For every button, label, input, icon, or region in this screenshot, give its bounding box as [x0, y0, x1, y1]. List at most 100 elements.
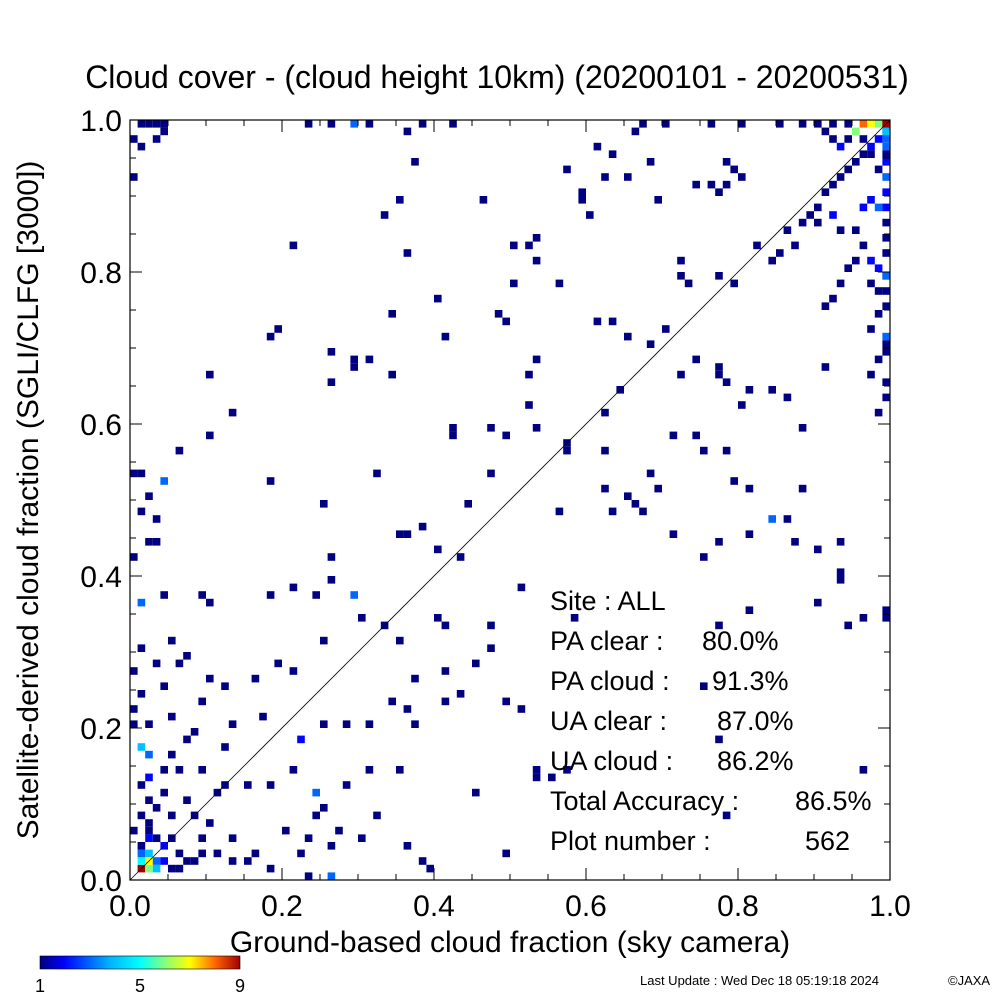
heatmap-cell	[244, 857, 252, 865]
heatmap-cell	[266, 477, 275, 485]
heatmap-cell	[874, 287, 883, 295]
heatmap-cell	[882, 287, 890, 295]
heatmap-cell	[403, 249, 412, 257]
heatmap-cell	[449, 424, 457, 432]
heatmap-cell	[365, 120, 374, 128]
x-tick-label: 1.0	[869, 890, 911, 923]
heatmap-cell	[836, 142, 845, 151]
heatmap-cell	[738, 120, 746, 128]
heatmap-cell	[464, 500, 472, 508]
heatmap-cell	[829, 120, 837, 128]
stat-value: 86.2%	[717, 746, 794, 776]
heatmap-cell	[700, 682, 708, 690]
heatmap-cell	[160, 591, 168, 599]
heatmap-cell	[228, 834, 237, 842]
heatmap-cell	[669, 530, 678, 538]
heatmap-cell	[798, 484, 807, 493]
heatmap-cell	[456, 553, 465, 561]
heatmap-cell	[722, 811, 731, 820]
heatmap-cell	[601, 408, 609, 417]
heatmap-cell	[411, 720, 419, 728]
heatmap-cell	[798, 218, 807, 227]
heatmap-cell	[130, 173, 138, 181]
heatmap-cell	[434, 614, 442, 622]
heatmap-cell	[206, 370, 214, 379]
heatmap-cell	[852, 256, 860, 265]
heatmap-cell	[867, 370, 875, 379]
heatmap-cell	[608, 150, 617, 158]
heatmap-cell	[700, 553, 708, 561]
heatmap-cell	[882, 249, 890, 257]
heatmap-cell	[137, 781, 146, 789]
heatmap-cell	[304, 834, 313, 842]
heatmap-cell	[259, 712, 267, 721]
stat-label: Total Accuracy :	[550, 786, 739, 816]
heatmap-cell	[882, 614, 890, 622]
heatmap-cell	[145, 773, 153, 782]
heatmap-cell	[441, 332, 450, 341]
colorbar-tick-label: 1	[35, 976, 45, 996]
heatmap-cell	[175, 849, 184, 858]
heatmap-cell	[213, 849, 222, 858]
heatmap-cell	[555, 507, 564, 516]
heatmap-cell	[228, 720, 237, 728]
heatmap-cell	[882, 173, 890, 181]
heatmap-cell	[403, 705, 412, 713]
heatmap-cell	[593, 142, 602, 151]
heatmap-cell	[183, 796, 191, 804]
heatmap-cell	[152, 120, 161, 128]
heatmap-cell	[206, 431, 214, 440]
heatmap-cell	[130, 720, 138, 728]
heatmap-cell	[882, 203, 890, 212]
heatmap-cell	[586, 211, 594, 219]
heatmap-cell	[327, 872, 336, 880]
heatmap-cell	[342, 720, 351, 728]
heatmap-cell	[882, 150, 890, 158]
heatmap-cell	[304, 872, 313, 880]
heatmap-cell	[487, 644, 495, 652]
heatmap-cell	[532, 234, 541, 242]
heatmap-cell	[631, 500, 640, 508]
y-axis-label: Satellite-derived cloud fraction (SGLI/C…	[12, 161, 45, 840]
heatmap-cell	[312, 591, 320, 599]
heatmap-cell	[867, 142, 875, 151]
heatmap-cell	[722, 378, 731, 386]
heatmap-cell	[730, 477, 738, 485]
heatmap-cell	[358, 614, 366, 622]
heatmap-cell	[517, 583, 526, 592]
heatmap-cell	[426, 864, 434, 873]
heatmap-cell	[798, 424, 807, 432]
heatmap-cell	[160, 857, 168, 865]
heatmap-cell	[867, 325, 875, 333]
heatmap-cell	[852, 158, 860, 166]
heatmap-cell	[350, 355, 358, 364]
heatmap-cell	[365, 355, 374, 364]
heatmap-cell	[312, 788, 320, 797]
x-tick-label: 0.2	[261, 890, 303, 923]
heatmap-cell	[449, 431, 457, 440]
heatmap-cell	[844, 621, 852, 630]
heatmap-cell	[152, 864, 161, 873]
heatmap-cell	[882, 302, 890, 310]
heatmap-cell	[517, 705, 526, 713]
heatmap-cell	[677, 370, 685, 379]
heatmap-cell	[882, 272, 890, 280]
heatmap-cell	[814, 203, 822, 212]
heatmap-cell	[730, 165, 738, 174]
heatmap-cell	[707, 180, 716, 189]
heatmap-cell	[662, 325, 670, 333]
stat-value: 86.5%	[795, 786, 872, 816]
heatmap-cell	[434, 294, 442, 303]
heatmap-cell	[844, 135, 852, 143]
heatmap-cell	[798, 120, 807, 128]
heatmap-cell	[730, 279, 738, 288]
heatmap-cell	[836, 173, 845, 181]
heatmap-cell	[677, 256, 685, 265]
heatmap-cell	[342, 781, 351, 789]
heatmap-cell	[874, 135, 883, 143]
heatmap-cell	[601, 484, 609, 493]
heatmap-cell	[844, 120, 852, 128]
heatmap-cell	[882, 188, 890, 196]
heatmap-cell	[183, 652, 191, 660]
heatmap-cell	[684, 279, 693, 288]
